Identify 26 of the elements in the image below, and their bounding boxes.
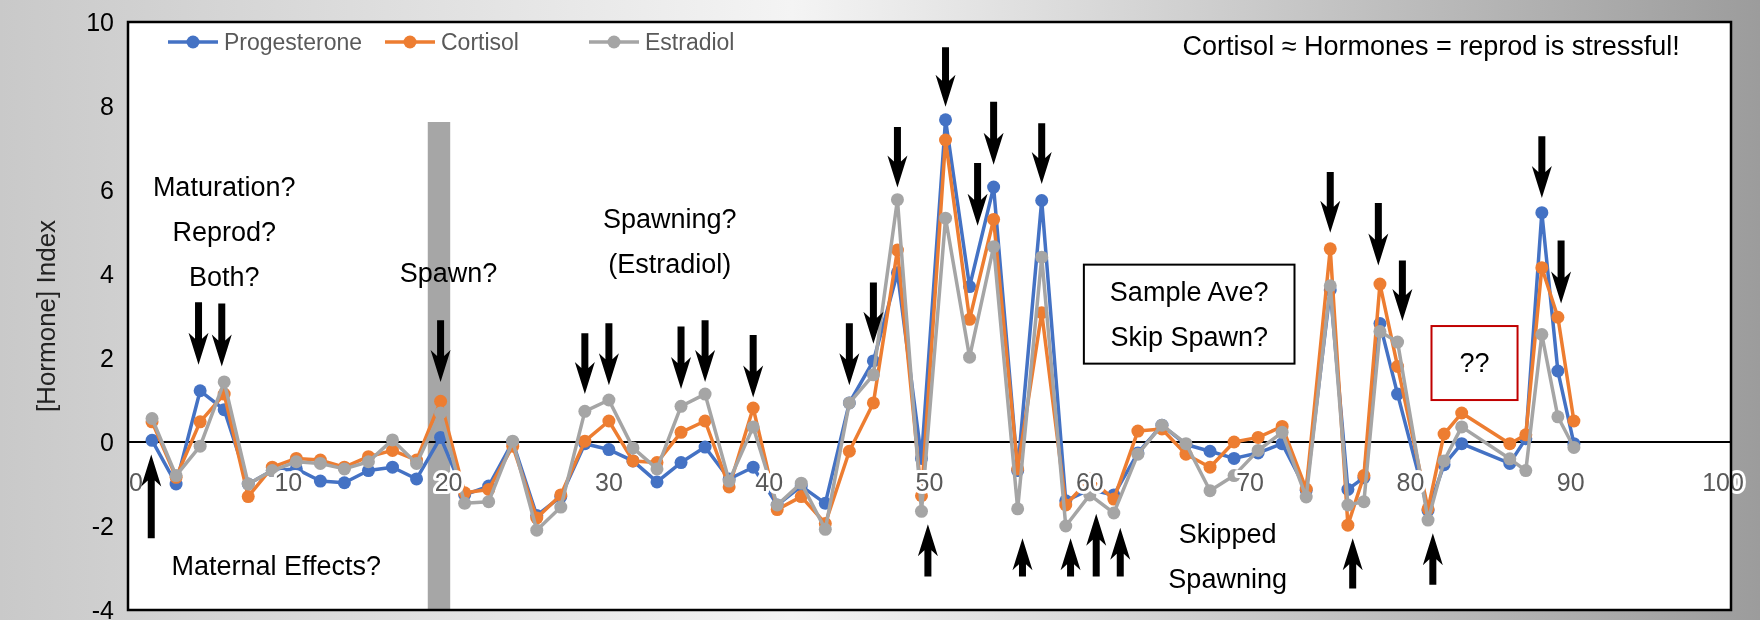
legend-label: Estradiol — [645, 29, 735, 55]
legend-label: Progesterone — [224, 29, 363, 55]
y-tick-label: 0 — [100, 428, 114, 456]
x-tick-label: 70 — [1236, 468, 1265, 496]
y-axis-title: [Hormone] Index — [31, 219, 61, 413]
annotation: Spawn? — [399, 257, 498, 288]
annotation: Maternal Effects? — [171, 550, 382, 581]
x-tick-label: 30 — [594, 468, 623, 496]
legend-label: Cortisol — [441, 29, 519, 55]
x-tick-label: 60 — [1075, 468, 1104, 496]
y-tick-label: 8 — [100, 92, 114, 120]
x-tick-label: 90 — [1556, 468, 1585, 496]
annotation: Skipped Spawning — [1168, 519, 1287, 595]
y-tick-label: 2 — [100, 344, 114, 372]
annotation: Maturation? Reprod? Both? — [152, 172, 296, 293]
annotation: ?? — [1459, 348, 1490, 379]
y-tick-label: 4 — [100, 260, 115, 288]
y-tick-label: -2 — [91, 512, 114, 540]
annotation: Spawning? (Estradiol) — [603, 203, 737, 279]
annotation: Sample Ave? Skip Spawn? — [1109, 276, 1269, 352]
y-tick-label: 6 — [100, 176, 114, 204]
y-tick-label: -4 — [91, 596, 115, 620]
x-tick-label: 0 — [129, 468, 143, 496]
y-tick-label: 10 — [86, 8, 114, 36]
x-tick-label: 10 — [274, 468, 303, 496]
annotation: Cortisol ≈ Hormones = reprod is stressful! — [1182, 30, 1680, 61]
